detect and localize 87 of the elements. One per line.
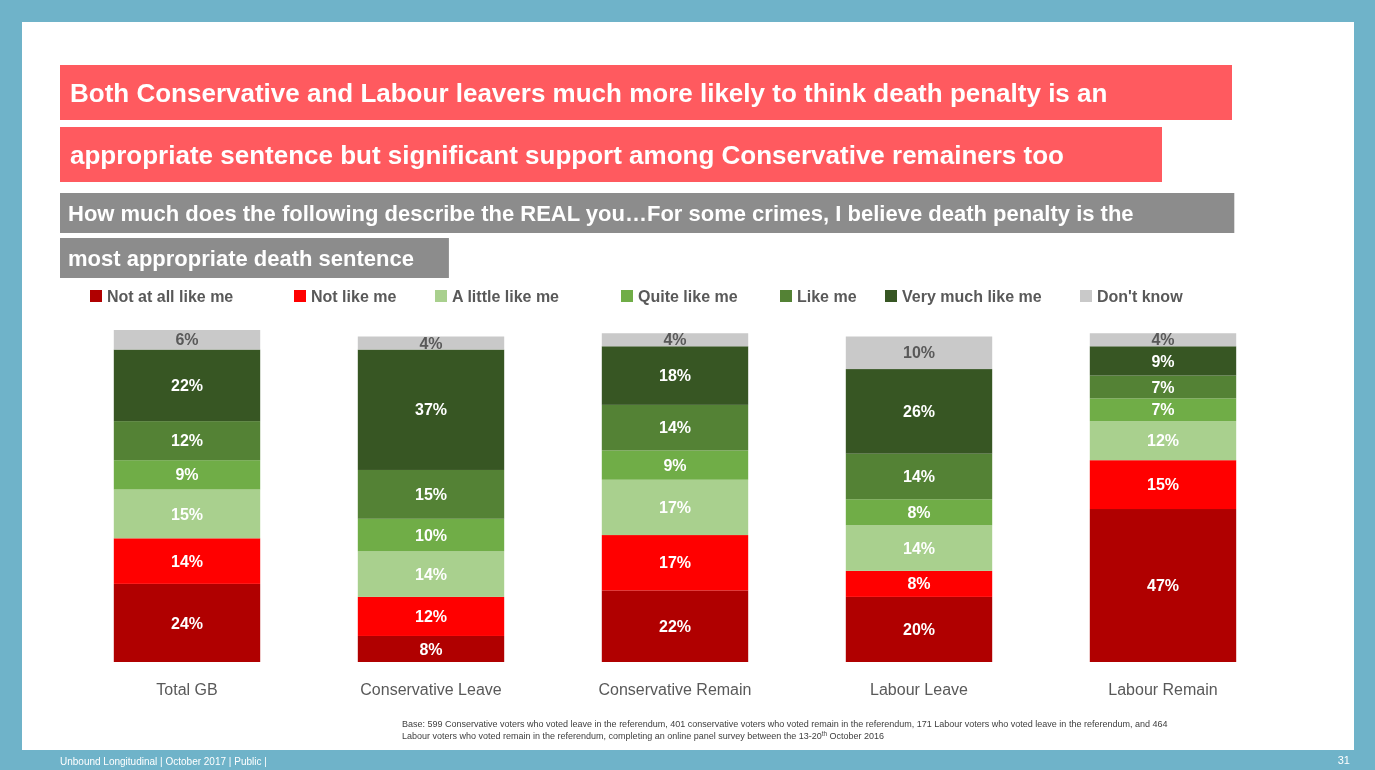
data-label: 8% (419, 640, 443, 658)
bar (845, 453, 993, 500)
data-label: 37% (414, 401, 448, 419)
bar (357, 518, 505, 552)
legend-label: Quite like me (638, 288, 738, 305)
data-label: 15% (414, 485, 448, 503)
data-label: 22% (658, 617, 692, 635)
bar (845, 570, 993, 597)
bar (113, 349, 261, 422)
data-label: 12% (414, 608, 448, 626)
data-label: 14% (658, 419, 692, 437)
x-tick-label: Total GB (156, 681, 218, 698)
bar (1089, 460, 1237, 510)
data-label: 12% (170, 432, 204, 450)
legend-label: Like me (797, 288, 857, 305)
bar (113, 583, 261, 662)
legend-label: Not at all like me (107, 288, 234, 305)
bar (601, 404, 749, 451)
bar (601, 590, 749, 662)
bar (845, 596, 993, 662)
text: 31 (1337, 754, 1350, 766)
legend-label: Not like me (311, 288, 397, 305)
data-label: 14% (170, 552, 204, 570)
data-label: 12% (1146, 432, 1180, 450)
data-label: 22% (170, 376, 204, 394)
legend-label: Don't know (1097, 288, 1184, 305)
bar (113, 330, 261, 350)
bar (601, 346, 749, 405)
data-label: 10% (902, 344, 936, 362)
bar (113, 489, 261, 539)
bar (113, 538, 261, 584)
data-label: 17% (658, 498, 692, 516)
data-label: 9% (663, 456, 687, 474)
bar (357, 349, 505, 470)
bar (1089, 375, 1237, 399)
bar (1089, 346, 1237, 376)
data-label: 7% (1151, 378, 1175, 396)
data-label: 10% (414, 526, 448, 544)
bar (845, 525, 993, 571)
bar (357, 469, 505, 519)
data-label: 8% (907, 575, 931, 593)
data-label: 7% (1151, 401, 1175, 419)
text: Unbound Longitudinal | October 2017 | Public | (60, 756, 267, 767)
data-label: 9% (175, 466, 199, 484)
x-tick-label: Conservative Remain (598, 681, 752, 698)
bar (845, 336, 993, 370)
data-label: 15% (1146, 476, 1180, 494)
data-label: 15% (170, 505, 204, 523)
text: Base: 599 Conservative voters who voted leave in the referendum, 401 conservative voters who voted remain in the referendum, 171 Labour voters who voted leave in the referendum, and 464 Labour voters who voted remain in the referendum, completing an online panel survey between the 13-20$^{th}$ October 2016 (402, 719, 1168, 741)
bar (1089, 333, 1237, 347)
bar (357, 596, 505, 636)
data-label: 4% (663, 331, 687, 349)
chart-subtitle: How much does the following describe the REAL you…For some crimes, I believe death penalty is the most appropriate death sentence (68, 201, 1134, 271)
bar (113, 421, 261, 461)
chart-title: Both Conservative and Labour leavers much more likely to think death penalty is an appropriate sentence but significant support among Conservative remainers too (70, 78, 1108, 170)
bar (1089, 398, 1237, 422)
data-label: 8% (907, 503, 931, 521)
bar (1089, 421, 1237, 461)
x-tick-label: Labour Remain (1108, 681, 1218, 698)
x-tick-label: Labour Leave (870, 681, 969, 698)
data-label: 18% (658, 367, 692, 385)
data-label: 47% (1146, 577, 1180, 595)
data-label: 6% (175, 331, 199, 349)
bar (601, 333, 749, 347)
data-label: 14% (902, 468, 936, 486)
bar (357, 635, 505, 662)
bar (357, 336, 505, 350)
data-label: 14% (414, 565, 448, 583)
bar (601, 535, 749, 591)
data-label: 4% (1151, 331, 1175, 349)
bar (845, 499, 993, 526)
bar (113, 460, 261, 490)
bar (601, 479, 749, 536)
bar (845, 369, 993, 454)
data-label: 26% (902, 402, 936, 420)
legend-label: Very much like me (902, 288, 1042, 305)
bar (1089, 509, 1237, 662)
bar (357, 551, 505, 597)
data-label: 4% (419, 334, 443, 352)
data-label: 24% (170, 614, 204, 632)
x-tick-label: Conservative Leave (360, 681, 502, 698)
legend-label: A little like me (452, 288, 560, 305)
data-label: 14% (902, 539, 936, 557)
bar (601, 450, 749, 480)
data-label: 9% (1151, 352, 1175, 370)
data-label: 17% (658, 554, 692, 572)
data-label: 20% (902, 621, 936, 639)
